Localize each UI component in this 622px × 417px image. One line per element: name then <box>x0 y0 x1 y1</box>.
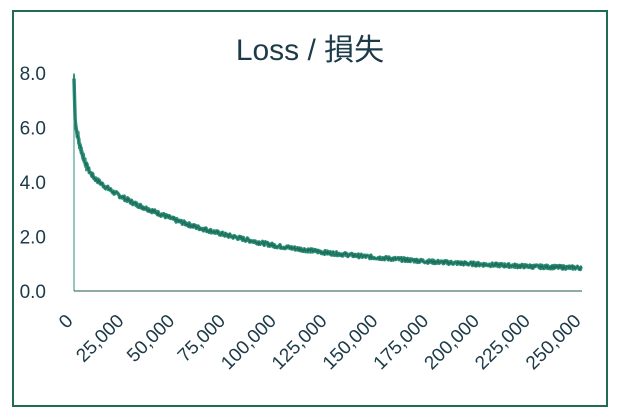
x-tick-label: 225,000 <box>471 311 534 374</box>
y-tick-label: 0.0 <box>20 282 46 303</box>
y-tick-label: 4.0 <box>20 173 46 194</box>
x-axis-ticks: 025,00050,00075,000100,000125,000150,000… <box>55 311 585 374</box>
loss-series-band <box>72 78 584 272</box>
x-tick-label: 175,000 <box>370 311 433 374</box>
x-tick-label: 25,000 <box>72 311 128 367</box>
chart-title: Loss / 損失 <box>236 34 384 67</box>
loss-series-early <box>73 74 88 172</box>
axes <box>73 73 582 292</box>
x-tick-label: 0 <box>55 311 77 333</box>
x-tick-label: 125,000 <box>268 311 331 374</box>
y-tick-label: 2.0 <box>20 228 46 249</box>
x-tick-label: 200,000 <box>421 311 484 374</box>
y-axis-ticks: 0.0 2.0 4.0 6.0 8.0 <box>20 64 46 303</box>
chart-frame <box>12 10 608 407</box>
x-tick-label: 150,000 <box>319 311 382 374</box>
y-tick-label: 6.0 <box>20 119 46 140</box>
x-tick-label: 50,000 <box>123 311 179 367</box>
x-tick-label: 100,000 <box>217 311 280 374</box>
x-tick-label: 250,000 <box>522 311 585 374</box>
y-tick-label: 8.0 <box>20 64 46 85</box>
plot-area <box>72 74 584 272</box>
loss-series-line <box>73 78 583 272</box>
